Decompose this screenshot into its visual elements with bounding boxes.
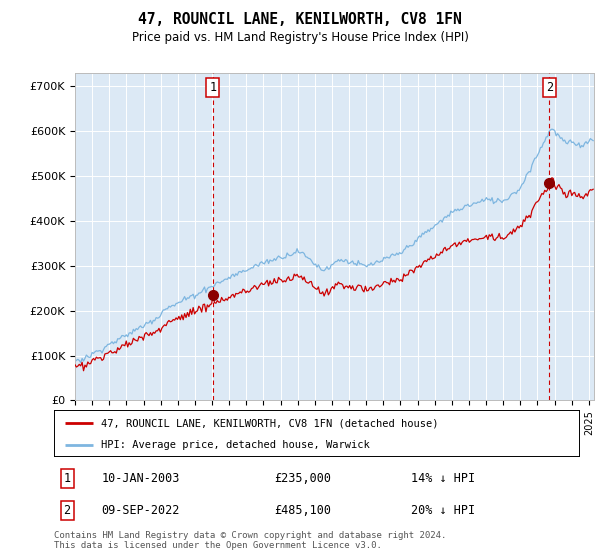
Text: 14% ↓ HPI: 14% ↓ HPI: [411, 472, 475, 484]
Text: £485,100: £485,100: [275, 504, 331, 517]
Text: 47, ROUNCIL LANE, KENILWORTH, CV8 1FN (detached house): 47, ROUNCIL LANE, KENILWORTH, CV8 1FN (d…: [101, 418, 439, 428]
Text: 09-SEP-2022: 09-SEP-2022: [101, 504, 179, 517]
Text: 2: 2: [546, 81, 553, 94]
Text: 20% ↓ HPI: 20% ↓ HPI: [411, 504, 475, 517]
Text: 1: 1: [209, 81, 216, 94]
Text: Contains HM Land Registry data © Crown copyright and database right 2024.
This d: Contains HM Land Registry data © Crown c…: [54, 531, 446, 550]
Text: 10-JAN-2003: 10-JAN-2003: [101, 472, 179, 484]
Text: 1: 1: [64, 472, 71, 484]
Text: 47, ROUNCIL LANE, KENILWORTH, CV8 1FN: 47, ROUNCIL LANE, KENILWORTH, CV8 1FN: [138, 12, 462, 27]
Text: 2: 2: [64, 504, 71, 517]
Text: £235,000: £235,000: [275, 472, 331, 484]
Text: Price paid vs. HM Land Registry's House Price Index (HPI): Price paid vs. HM Land Registry's House …: [131, 31, 469, 44]
Text: HPI: Average price, detached house, Warwick: HPI: Average price, detached house, Warw…: [101, 440, 370, 450]
